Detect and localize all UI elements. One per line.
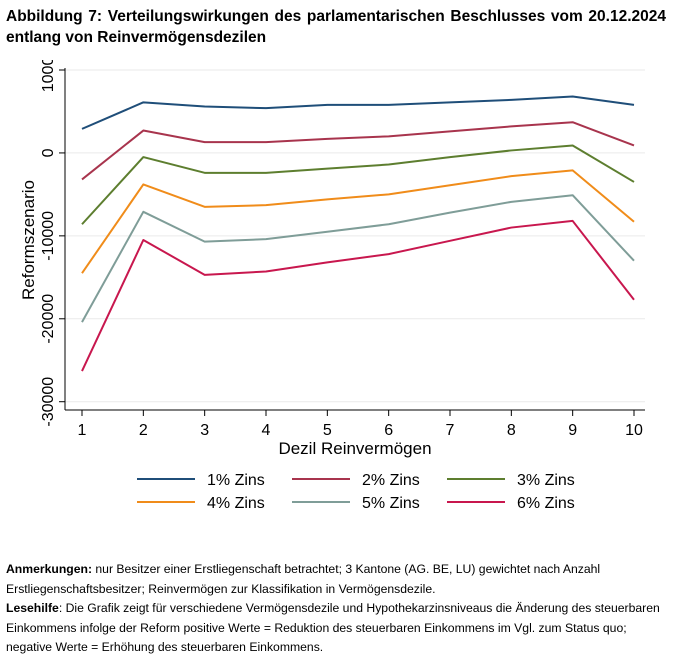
series-line-4 bbox=[81, 169, 635, 274]
y-tick-label-3: 0 bbox=[40, 148, 57, 157]
x-tick-label-5: 6 bbox=[384, 422, 393, 439]
series-line-2 bbox=[81, 121, 635, 181]
x-tick-label-7: 8 bbox=[507, 422, 516, 439]
x-tick-label-4: 5 bbox=[323, 422, 332, 439]
x-tick-label-6: 7 bbox=[446, 422, 455, 439]
legend-label-1: 1% Zins bbox=[207, 472, 265, 489]
notes-text-lesehilfe: : Die Grafik zeigt für verschiedene Verm… bbox=[6, 601, 660, 654]
axes bbox=[59, 68, 645, 416]
legend-label-2: 2% Zins bbox=[362, 472, 420, 489]
x-tick-label-8: 9 bbox=[568, 422, 577, 439]
series-line-5 bbox=[81, 194, 635, 323]
y-tick-label-0: -30000 bbox=[40, 377, 57, 427]
figure-notes: Anmerkungen: nur Besitzer einer Erstlieg… bbox=[6, 560, 668, 658]
legend-label-3: 3% Zins bbox=[517, 472, 575, 489]
x-tick-label-0: 1 bbox=[78, 422, 87, 439]
y-tick-label-1: -20000 bbox=[40, 294, 57, 344]
legend-label-6: 6% Zins bbox=[517, 495, 575, 512]
series-lines bbox=[81, 95, 635, 372]
x-tick-label-9: 10 bbox=[625, 422, 643, 439]
notes-text-anmerkungen: nur Besitzer einer Erstliegenschaft betr… bbox=[6, 562, 601, 596]
tick-labels: -30000 -20000 -10000 0 10000 1 2 3 4 5 6 7 8 9 10 bbox=[40, 60, 643, 439]
x-tick-label-3: 4 bbox=[262, 422, 271, 439]
y-tick-label-2: -10000 bbox=[40, 211, 57, 261]
y-tick-label-4: 10000 bbox=[40, 60, 57, 92]
figure-title: Abbildung 7: Verteilungswirkungen des pa… bbox=[6, 8, 666, 46]
y-axis-label: Reformszenario bbox=[19, 180, 38, 300]
series-line-3 bbox=[81, 144, 635, 225]
notes-label-anmerkungen: Anmerkungen: bbox=[6, 562, 92, 576]
line-chart: -30000 -20000 -10000 0 10000 1 2 3 4 5 6 7 8 9 10 Dezi… bbox=[19, 60, 645, 512]
series-line-6 bbox=[81, 219, 635, 372]
x-tick-label-1: 2 bbox=[139, 422, 148, 439]
legend-label-4: 4% Zins bbox=[207, 495, 265, 512]
legend-label-5: 5% Zins bbox=[362, 495, 420, 512]
x-tick-label-2: 3 bbox=[200, 422, 209, 439]
series-line-1 bbox=[81, 95, 635, 130]
x-axis-label: Dezil Reinvermögen bbox=[278, 439, 431, 458]
notes-label-lesehilfe: Lesehilfe bbox=[6, 601, 59, 615]
legend: 1% Zins 2% Zins 3% Zins 4% Zins 5% Zins 6% Zi… bbox=[137, 472, 575, 512]
gridlines bbox=[65, 69, 645, 403]
